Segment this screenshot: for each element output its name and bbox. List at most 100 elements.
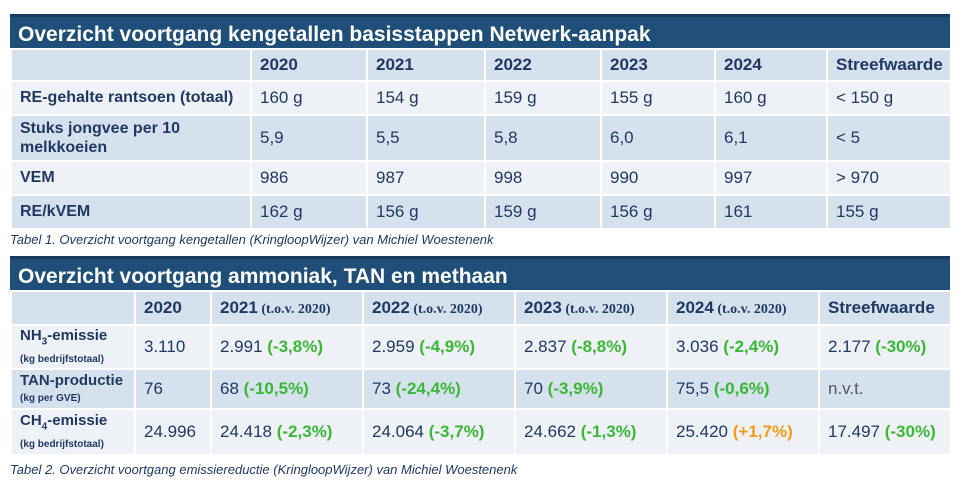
table1-header-cell: 2024: [714, 48, 828, 82]
header-suffix: (t.o.v. 2020): [713, 302, 787, 317]
row-label: CH4-emissie (kg bedrijfstotaal): [10, 408, 136, 456]
cell-value: 25.420: [676, 422, 728, 441]
table-cell: 155 g: [826, 194, 952, 230]
table1-header-row: 2020 2021 2022 2023 2024 Streefwaarde: [10, 48, 952, 82]
label-rest: -emissie: [47, 411, 108, 429]
table-cell: 2.959 (-4,9%): [362, 324, 516, 370]
cell-value: 24.662: [524, 422, 576, 441]
table2-header-cell: Streefwaarde: [818, 290, 952, 326]
cell-change: (-3,7%): [428, 422, 485, 441]
row-label: TAN-productie (kg per GVE): [10, 368, 136, 410]
table-cell: < 5: [826, 114, 952, 162]
table-cell: 160 g: [714, 80, 828, 116]
cell-change: (-1,3%): [580, 422, 637, 441]
cell-change: (-3,9%): [547, 379, 604, 398]
table2-block: Overzicht voortgang ammoniak, TAN en met…: [10, 256, 952, 456]
cell-value: 2.837: [524, 337, 567, 356]
label-unit: (kg per GVE): [20, 393, 81, 404]
table-cell: 160 g: [250, 80, 368, 116]
table-cell: 156 g: [600, 194, 716, 230]
table-cell: 17.497 (-30%): [818, 408, 952, 456]
label-subscript: 4: [41, 421, 48, 433]
header-year: 2024: [676, 298, 714, 317]
cell-change: (-30%): [884, 422, 936, 441]
header-year: 2021: [220, 298, 258, 317]
table-cell: 25.420 (+1,7%): [666, 408, 820, 456]
table-cell: 5,9: [250, 114, 368, 162]
table-cell: 2.177 (-30%): [818, 324, 952, 370]
table-row: NH3-emissie (kg bedrijfstotaal) 3.110 2.…: [10, 324, 952, 370]
cell-value: 68: [220, 379, 239, 398]
table1-header-cell: 2021: [366, 48, 486, 82]
cell-value: 3.110: [144, 337, 186, 356]
table-cell: 998: [484, 160, 602, 196]
table-cell: 159 g: [484, 80, 602, 116]
table2-header-cell: 2021 (t.o.v. 2020): [210, 290, 364, 326]
row-label: VEM: [10, 160, 252, 196]
cell-value: 76: [144, 379, 163, 398]
table-cell: 24.996: [134, 408, 212, 456]
table1-header-cell: 2020: [250, 48, 368, 82]
table-cell: 3.110: [134, 324, 212, 370]
table2: 2020 2021 (t.o.v. 2020) 2022 (t.o.v. 202…: [10, 290, 952, 456]
row-label: RE-gehalte rantsoen (totaal): [10, 80, 252, 116]
label-subscript: 3: [41, 336, 48, 348]
header-suffix: (t.o.v. 2020): [409, 302, 483, 317]
table-row: RE-gehalte rantsoen (totaal) 160 g 154 g…: [10, 80, 952, 116]
cell-value: 3.036: [676, 337, 719, 356]
table-cell: 24.418 (-2,3%): [210, 408, 364, 456]
header-year: 2023: [524, 298, 562, 317]
table2-caption: Tabel 2. Overzicht voortgang emissieredu…: [10, 462, 518, 477]
label-main: CH: [20, 411, 42, 429]
table-cell: 5,5: [366, 114, 486, 162]
cell-change: (-3,8%): [267, 337, 324, 356]
table-cell: 2.837 (-8,8%): [514, 324, 668, 370]
table-cell: 3.036 (-2,4%): [666, 324, 820, 370]
table-row: Stuks jongvee per 10 melkkoeien 5,9 5,5 …: [10, 114, 952, 162]
cell-value: 24.418: [220, 422, 272, 441]
cell-change: (-0,6%): [713, 379, 770, 398]
cell-value: n.v.t.: [828, 379, 864, 398]
label-unit: (kg bedrijfstotaal): [20, 354, 104, 366]
cell-value: 24.996: [144, 422, 196, 441]
table-cell: 6,0: [600, 114, 716, 162]
table2-header-cell: 2020: [134, 290, 212, 326]
table-cell: < 150 g: [826, 80, 952, 116]
table1: 2020 2021 2022 2023 2024 Streefwaarde RE…: [10, 48, 952, 230]
cell-change: (-8,8%): [571, 337, 628, 356]
cell-change: (-10,5%): [243, 379, 309, 398]
table-cell: 76: [134, 368, 212, 410]
cell-value: 73: [372, 379, 391, 398]
table-cell: 162 g: [250, 194, 368, 230]
table-cell: 159 g: [484, 194, 602, 230]
table1-header-cell: [10, 48, 252, 82]
table-cell: 997: [714, 160, 828, 196]
table-cell: 5,8: [484, 114, 602, 162]
table1-header-cell: 2023: [600, 48, 716, 82]
table1-title: Overzicht voortgang kengetallen basissta…: [10, 14, 950, 48]
cell-change: (-24,4%): [395, 379, 461, 398]
row-label: NH3-emissie (kg bedrijfstotaal): [10, 324, 136, 370]
label-rest: -emissie: [47, 326, 108, 344]
table1-caption: Tabel 1. Overzicht voortgang kengetallen…: [10, 232, 494, 247]
row-label: Stuks jongvee per 10 melkkoeien: [10, 114, 252, 162]
table-cell: 6,1: [714, 114, 828, 162]
cell-value: 70: [524, 379, 543, 398]
table-cell: 990: [600, 160, 716, 196]
label-unit: (kg bedrijfstotaal): [20, 439, 104, 451]
table-row: VEM 986 987 998 990 997 > 970: [10, 160, 952, 196]
table-cell: 161: [714, 194, 828, 230]
cell-value: 75,5: [676, 379, 710, 398]
table-cell: > 970: [826, 160, 952, 196]
table-cell: 156 g: [366, 194, 486, 230]
label-main: TAN-productie: [20, 372, 124, 389]
table-cell: 987: [366, 160, 486, 196]
cell-change: (+1,7%): [732, 422, 793, 441]
table-cell: 75,5 (-0,6%): [666, 368, 820, 410]
cell-change: (-30%): [875, 337, 927, 356]
table-cell: 70 (-3,9%): [514, 368, 668, 410]
cell-value: 2.991: [220, 337, 263, 356]
table2-header-cell: 2022 (t.o.v. 2020): [362, 290, 516, 326]
table2-header-cell: 2023 (t.o.v. 2020): [514, 290, 668, 326]
table-row: TAN-productie (kg per GVE) 76 68 (-10,5%…: [10, 368, 952, 410]
